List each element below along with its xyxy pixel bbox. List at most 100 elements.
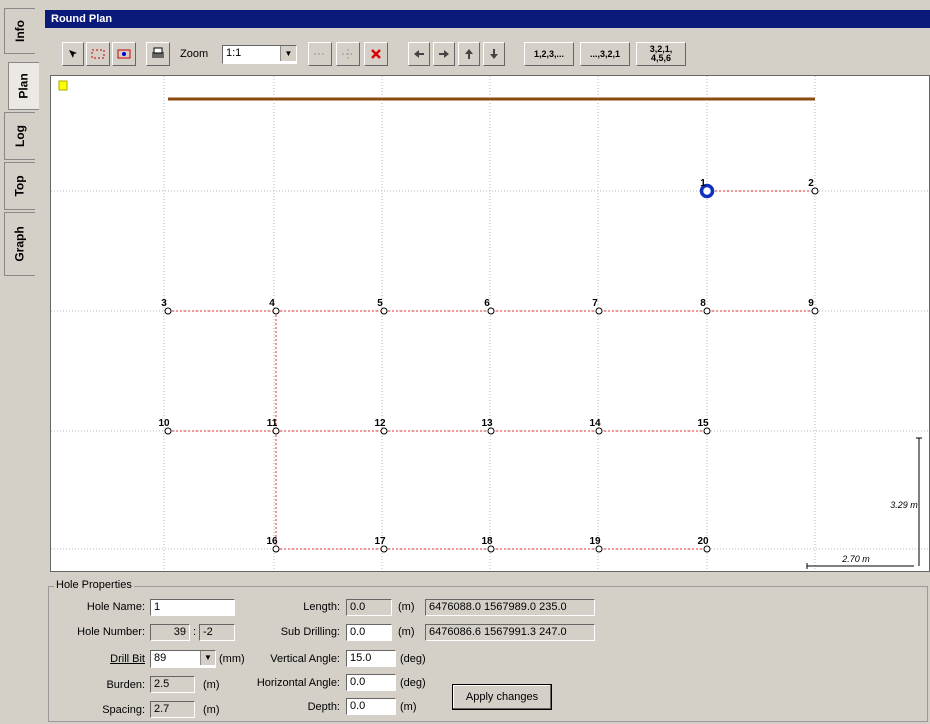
tool-button[interactable] xyxy=(62,42,84,66)
field-value: 2.7 xyxy=(154,703,170,715)
text-input[interactable]: 0.0 xyxy=(346,624,392,641)
move-left[interactable] xyxy=(408,42,430,66)
number-button[interactable]: 1,2,3,... xyxy=(524,42,574,66)
text-input[interactable]: 15.0 xyxy=(346,650,396,667)
tab-label: Graph xyxy=(13,226,27,262)
delete-button[interactable] xyxy=(364,42,388,66)
scale-label: 2.70 m xyxy=(841,554,870,564)
unit: (deg) xyxy=(400,653,426,665)
field-label: Depth: xyxy=(307,701,340,713)
tab-label: Log xyxy=(13,125,27,147)
field-label: Length: xyxy=(303,601,340,613)
field-label: Sub Drilling: xyxy=(280,626,340,638)
tab-label: Top xyxy=(12,175,27,197)
coords: 6476088.0 1567989.0 235.0 xyxy=(425,599,595,616)
hole-label: 4 xyxy=(269,298,275,309)
field-label: Vertical Angle: xyxy=(270,653,340,665)
field-value: 6476088.0 1567989.0 235.0 xyxy=(429,601,567,613)
field-value: 0.0 xyxy=(350,626,366,638)
tab[interactable]: Log xyxy=(4,112,35,160)
number-button[interactable]: ...,3,2,1 xyxy=(580,42,630,66)
tab[interactable]: Info xyxy=(4,8,35,54)
hole-label: 3 xyxy=(161,298,167,309)
zoom-value: 1:1 xyxy=(226,47,242,59)
tab[interactable]: Top xyxy=(4,162,35,210)
hole xyxy=(595,307,603,315)
hole-label: 13 xyxy=(481,418,493,429)
hole-label: 5 xyxy=(377,298,383,309)
north-marker xyxy=(58,80,68,91)
button-label: 3,2,1, 4,5,6 xyxy=(649,44,673,63)
field-value: 1 xyxy=(154,601,161,613)
apply-button[interactable]: Apply changes xyxy=(452,684,552,710)
hole xyxy=(703,307,711,315)
hole-label: 11 xyxy=(267,418,278,429)
tool-button[interactable] xyxy=(112,42,136,66)
print-button[interactable] xyxy=(146,42,170,66)
move-down[interactable] xyxy=(483,42,505,66)
scale-label: 3.29 m xyxy=(890,500,918,510)
unit: (m) xyxy=(400,701,417,713)
text-input[interactable]: 0.0 xyxy=(346,698,396,715)
drill-select[interactable]: 89 ▼ xyxy=(150,650,216,668)
field-label: Hole Name: xyxy=(86,601,145,613)
tool-button[interactable] xyxy=(86,42,110,66)
tool-button[interactable] xyxy=(308,42,332,66)
properties-group xyxy=(48,586,928,722)
coords: 6476086.6 1567991.3 247.0 xyxy=(425,624,595,641)
unit: (m) xyxy=(203,679,220,691)
hole xyxy=(164,307,172,315)
unit: (m) xyxy=(203,704,220,716)
field-value: 0.0 xyxy=(350,676,366,688)
text-input[interactable]: 0.0 xyxy=(346,674,396,691)
text-input[interactable]: 1 xyxy=(150,599,235,616)
hole xyxy=(703,545,711,553)
hole xyxy=(811,307,819,315)
unit: (m) xyxy=(398,626,415,638)
field-label: Drill Bit xyxy=(110,653,145,665)
hole xyxy=(272,307,280,315)
move-up[interactable] xyxy=(458,42,480,66)
number-button[interactable]: 3,2,1, 4,5,6 xyxy=(636,42,686,66)
text-input: 39 xyxy=(150,624,190,641)
hole-label: 17 xyxy=(374,536,386,547)
tab-label: Info xyxy=(13,20,27,42)
tool-button[interactable] xyxy=(336,42,360,66)
hole-label: 15 xyxy=(697,418,709,429)
hole-label: 12 xyxy=(374,418,386,429)
hole xyxy=(487,427,495,435)
hole xyxy=(380,427,388,435)
title: Round Plan xyxy=(51,13,113,25)
button-label: 1,2,3,... xyxy=(533,48,565,59)
hole-label: 8 xyxy=(700,298,706,309)
hole-selected xyxy=(699,183,715,199)
text-input: -2 xyxy=(199,624,235,641)
tab[interactable]: Graph xyxy=(4,212,35,276)
field-value: -2 xyxy=(203,626,213,638)
field-value: 0.0 xyxy=(350,601,366,613)
hole-label: 1 xyxy=(700,178,706,189)
move-right[interactable] xyxy=(433,42,455,66)
hole-label: 6 xyxy=(484,298,490,309)
hole xyxy=(380,307,388,315)
tab[interactable]: Plan xyxy=(8,62,39,110)
hole-label: 16 xyxy=(266,536,278,547)
button-label: Apply changes xyxy=(465,690,539,703)
group-title: Hole Properties xyxy=(54,579,134,591)
hole-label: 2 xyxy=(808,178,814,189)
separator: : xyxy=(193,626,197,638)
hole xyxy=(595,545,603,553)
button-label: ...,3,2,1 xyxy=(589,48,621,59)
field-label: Horizontal Angle: xyxy=(256,677,340,689)
field-label: Burden: xyxy=(106,679,145,691)
hole-label: 18 xyxy=(481,536,493,547)
field-value: 15.0 xyxy=(350,652,372,664)
hole-label: 10 xyxy=(158,418,170,429)
text-input: 2.5 xyxy=(150,676,195,693)
field-value: 0.0 xyxy=(350,700,366,712)
zoom-select[interactable]: 1:1 ▼ xyxy=(222,45,297,64)
title-bar: Round Plan xyxy=(45,10,930,28)
hole xyxy=(595,427,603,435)
